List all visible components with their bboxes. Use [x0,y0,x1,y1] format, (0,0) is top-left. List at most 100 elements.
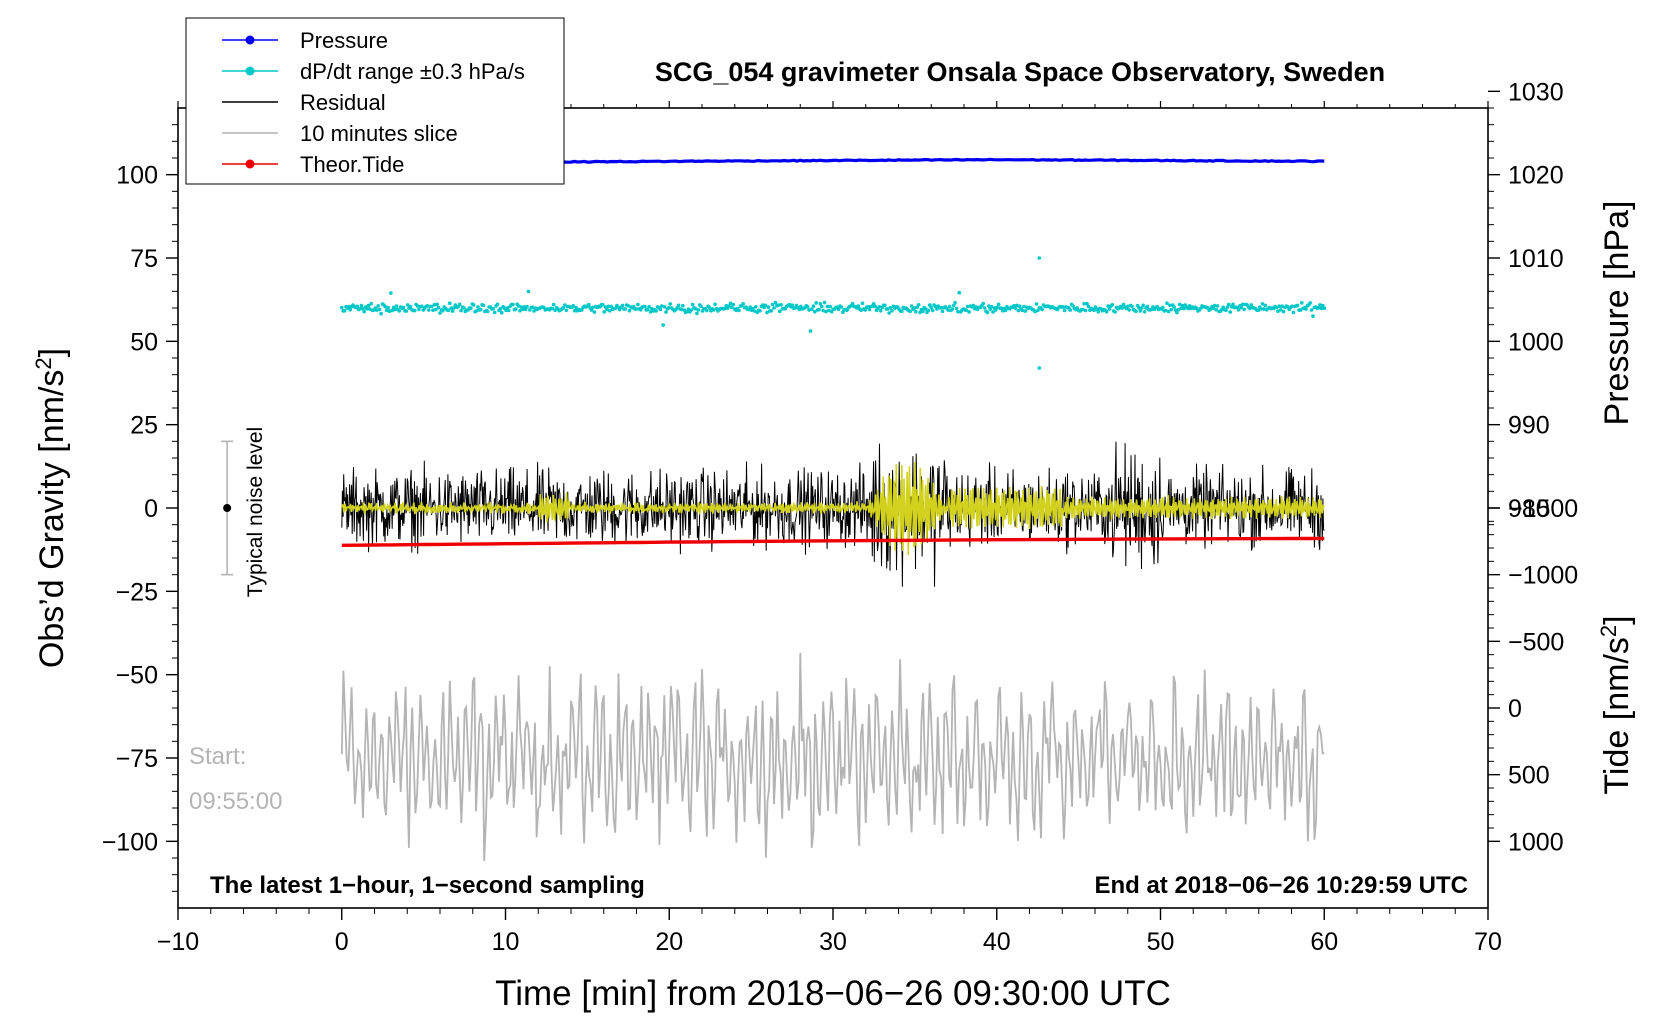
dpdt-point [790,303,795,308]
dpdt-point [1013,306,1018,310]
dpdt-point [723,306,727,311]
dpdt-point [1081,307,1085,312]
dpdt-point [592,310,597,314]
dpdt-point [1182,306,1186,311]
dpdt-point [1071,304,1075,308]
pressure-tick-label: 1010 [1508,245,1564,273]
legend-label: dP/dt range ±0.3 hPa/s [300,59,525,84]
dpdt-point [981,301,985,306]
x-tick-label: 20 [655,928,683,956]
dpdt-point [989,304,994,309]
dpdt-point [1239,305,1244,310]
dpdt-point [888,305,893,310]
dpdt-point [602,310,606,314]
dpdt-point [438,311,442,315]
dpdt-point [368,307,372,311]
dpdt-point [1262,307,1266,311]
dpdt-point [1137,306,1141,310]
dpdt-point [1106,304,1110,308]
dpdt-point [850,301,855,306]
dpdt-point [693,306,698,311]
dpdt-point [449,306,454,310]
pressure-tick-label: 1000 [1508,328,1564,356]
left-tick-label: 75 [130,245,158,273]
dpdt-point [564,308,569,313]
typical-noise-bar [221,440,234,576]
dpdt-point [951,303,956,308]
dpdt-point [810,307,814,312]
dpdt-point [982,306,987,310]
dpdt-point [763,303,768,308]
dpdt-point [587,302,591,307]
dpdt-point [707,306,712,310]
x-axis-label: Time [min] from 2018−06−26 09:30:00 UTC [495,974,1171,1013]
dpdt-point [776,303,781,308]
tide-axis-label: Tide [nm/s2] [1596,615,1636,794]
dpdt-point [950,307,955,311]
dpdt-point [511,302,515,307]
dpdt-point [1236,308,1241,312]
legend-label: Pressure [300,28,388,53]
dpdt-point [1096,310,1101,314]
dpdt-point [679,307,684,312]
dpdt-point [435,302,440,307]
left-tick-label: 50 [130,328,158,356]
dpdt-point [478,307,483,312]
dpdt-point [386,305,390,310]
dpdt-point [814,301,818,305]
dpdt-point [476,305,480,309]
pressure-tick-label: 980 [1508,495,1550,523]
dpdt-point [627,308,632,313]
noise-bar-label: Typical noise level [244,427,267,597]
dpdt-point [908,309,912,314]
dpdt-point [366,303,371,308]
dpdt-point [643,304,647,309]
dpdt-point [551,302,556,307]
dpdt-point [492,310,497,315]
dpdt-point [994,308,998,312]
dpdt-point [1085,302,1089,306]
dpdt-point [808,329,813,333]
pressure-axis-label: Pressure [hPa] [1598,201,1636,426]
dpdt-point [1161,305,1165,310]
dpdt-point [507,308,511,313]
x-tick-label: 10 [492,928,520,956]
dpdt-point [634,307,639,311]
dpdt-point [758,309,762,313]
dpdt-point [647,304,651,309]
x-tick-label: 0 [335,928,349,956]
dpdt-point [704,308,709,313]
dpdt-point [995,305,999,310]
series-10-minutes-slice [340,652,1325,862]
left-tick-label: −75 [116,745,158,773]
dpdt-point [813,309,817,314]
dpdt-point [824,309,828,314]
dpdt-point [1037,366,1042,370]
dpdt-point [947,304,952,309]
dpdt-point [1145,304,1150,309]
dpdt-point [676,303,681,308]
residual-line [341,441,1325,587]
dpdt-point [495,302,500,307]
dpdt-point [1120,306,1124,310]
dpdt-point [498,306,503,311]
dpdt-point [923,307,928,311]
dpdt-point [1281,309,1286,314]
dpdt-point [1295,303,1300,308]
dpdt-point [491,307,496,311]
dpdt-point [574,305,578,310]
dpdt-point [469,306,473,311]
dpdt-point [695,311,699,316]
dpdt-point [525,304,529,309]
dpdt-point [1110,303,1115,307]
dpdt-point [1023,309,1028,313]
dpdt-point [863,308,868,312]
dpdt-point [636,302,640,307]
dpdt-point [1033,309,1037,314]
dpdt-point [563,303,567,307]
dpdt-point [918,310,922,315]
dpdt-point [518,308,522,313]
chart-title: SCG_054 gravimeter Onsala Space Observat… [655,57,1385,87]
dpdt-point [699,304,703,309]
dpdt-point [526,289,531,294]
